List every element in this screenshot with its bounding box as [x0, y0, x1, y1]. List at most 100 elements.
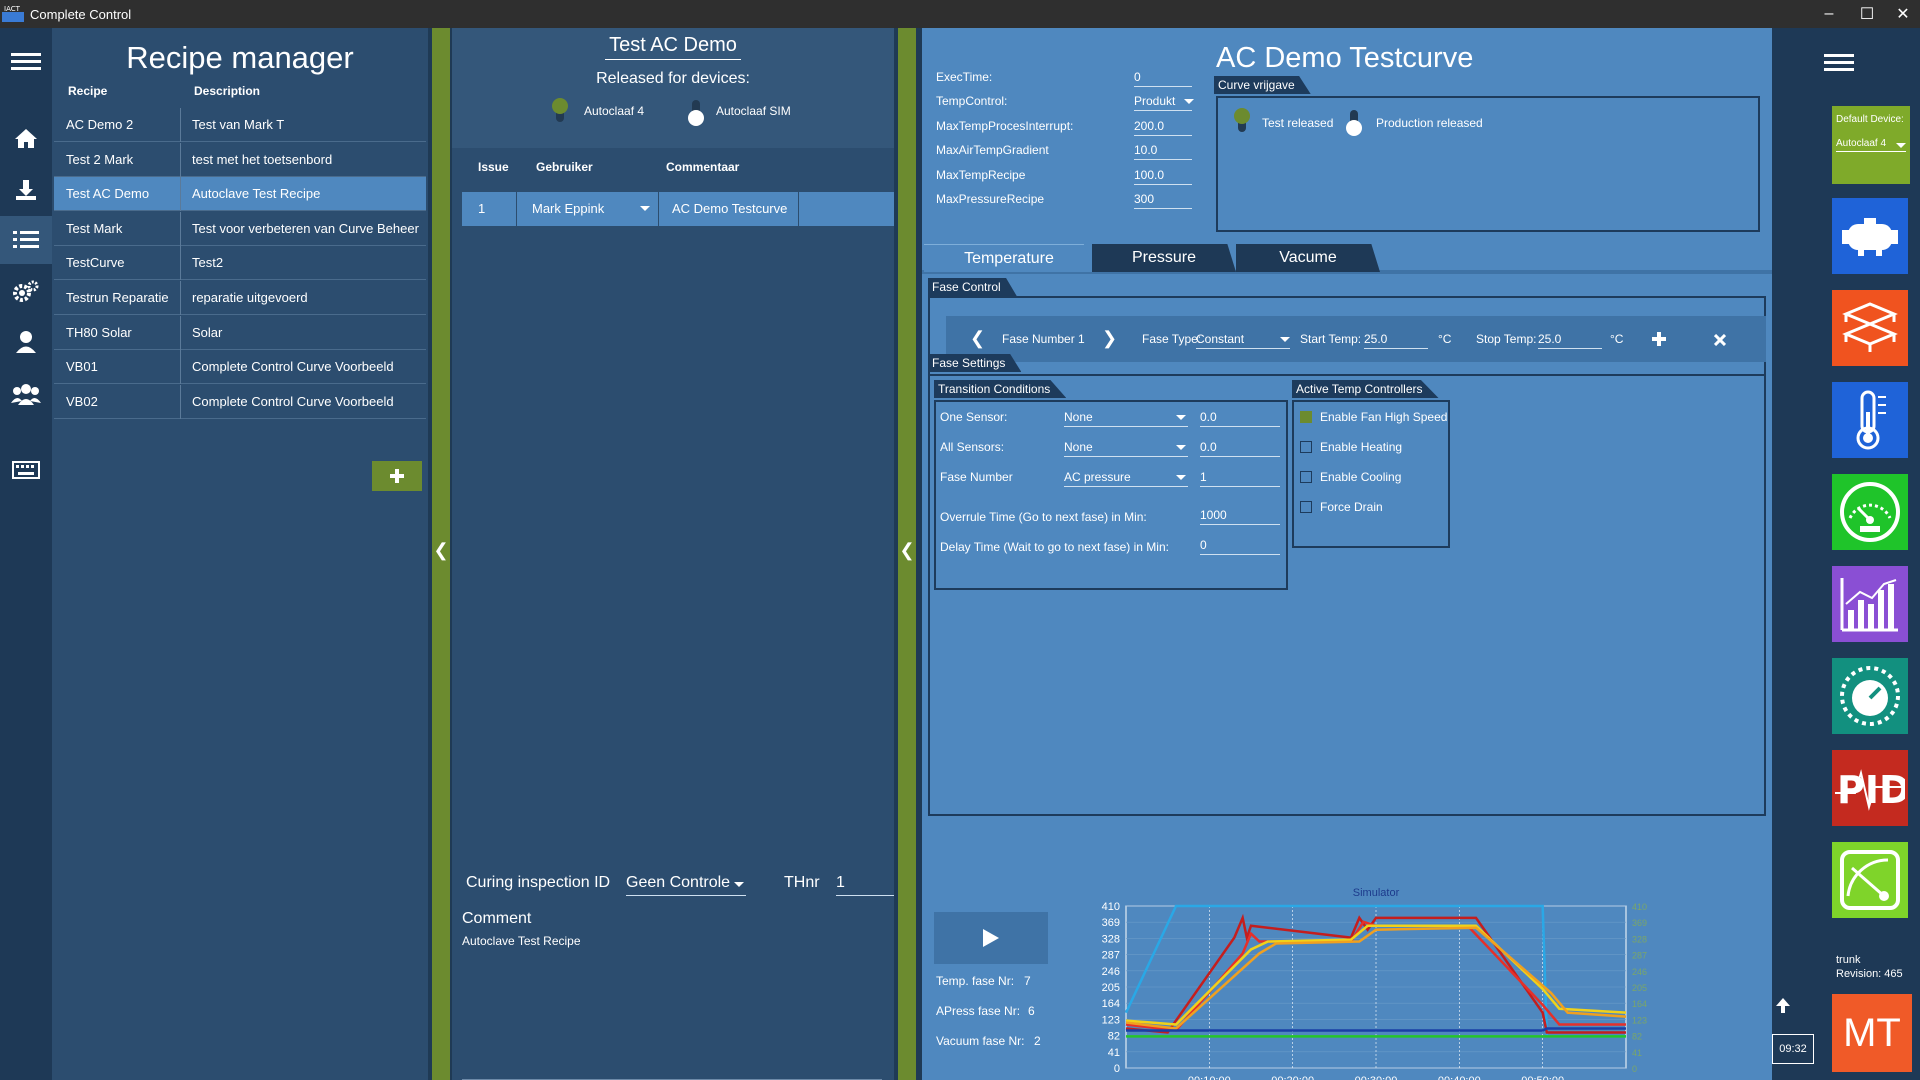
add-recipe-button[interactable]: [372, 461, 422, 491]
keyboard-icon[interactable]: [0, 446, 52, 494]
autoclave-tile[interactable]: [1832, 198, 1908, 274]
add-fase-icon[interactable]: [1652, 332, 1666, 351]
recipe-list-icon[interactable]: [0, 216, 52, 264]
minimize-button[interactable]: –: [1824, 5, 1834, 22]
fase-type-dropdown-arrow-icon[interactable]: [1280, 337, 1290, 342]
overrule-time-input[interactable]: 1000: [1200, 508, 1280, 525]
controller-dial-tile[interactable]: [1832, 658, 1908, 734]
description-column-header[interactable]: Description: [194, 84, 261, 98]
tab-temperature[interactable]: Temperature: [924, 244, 1094, 272]
users-group-icon[interactable]: [0, 370, 52, 418]
vacuum-fase-label: Vacuum fase Nr:: [936, 1034, 1025, 1048]
graph-tile[interactable]: [1832, 566, 1908, 642]
recipe-column-header[interactable]: Recipe: [68, 84, 108, 98]
curing-dropdown-arrow-icon[interactable]: [734, 882, 744, 887]
one-sensor-value-input[interactable]: 0.0: [1200, 410, 1280, 427]
next-fase-chevron-icon[interactable]: ❯: [1102, 328, 1118, 348]
test-released-toggle[interactable]: [1234, 108, 1250, 136]
device-autoclaaf4-toggle[interactable]: [552, 98, 568, 126]
recipe-row[interactable]: TestCurve Test2: [54, 246, 426, 281]
fase-type-select[interactable]: Constant: [1196, 332, 1290, 349]
recipe-row[interactable]: Test AC Demo Autoclave Test Recipe: [54, 177, 426, 212]
chevron-left-icon[interactable]: ❮: [899, 540, 915, 560]
gauge-meter-tile[interactable]: [1832, 842, 1908, 918]
dial-icon: [1840, 666, 1900, 726]
recipe-row[interactable]: TH80 Solar Solar: [54, 315, 426, 350]
close-button[interactable]: ✕: [1896, 6, 1910, 23]
right-hamburger-menu-icon[interactable]: [1824, 52, 1858, 74]
recipe-row[interactable]: Test 2 Mark test met het toetsenbord: [54, 142, 426, 177]
issue-row[interactable]: 1 Mark Eppink AC Demo Testcurve: [462, 192, 894, 226]
curve-release-label: Curve vrijgave: [1214, 76, 1311, 94]
comment-label: Comment: [462, 910, 532, 927]
prev-fase-chevron-icon[interactable]: ❮: [970, 328, 986, 348]
issue-user-select[interactable]: Mark Eppink: [532, 201, 605, 216]
user-icon[interactable]: [0, 318, 52, 366]
all-sensors-value-input[interactable]: 0.0: [1200, 440, 1280, 457]
build-label: trunk: [1836, 954, 1861, 966]
delete-fase-icon[interactable]: [1713, 333, 1727, 351]
issue-column-header[interactable]: Issue: [478, 160, 509, 174]
all-sensors-select[interactable]: None: [1064, 440, 1188, 457]
recipe-row[interactable]: Testrun Reparatie reparatie uitgevoerd: [54, 281, 426, 315]
arrow-up-icon[interactable]: [1774, 996, 1792, 1016]
default-device-tile[interactable]: Default Device: Autoclaaf 4: [1832, 106, 1910, 184]
one-sensor-select[interactable]: None: [1064, 410, 1188, 427]
recipe-row[interactable]: Test Mark Test voor verbeteren van Curve …: [54, 211, 426, 246]
controller-checkbox[interactable]: [1300, 441, 1312, 453]
fase-number-cond-select[interactable]: AC pressure: [1064, 470, 1188, 487]
default-device-dropdown-arrow-icon[interactable]: [1896, 143, 1906, 148]
fase-number-cond-input[interactable]: 1: [1200, 470, 1280, 487]
maximize-button[interactable]: ☐: [1859, 6, 1875, 23]
comment-column-header[interactable]: Commentaar: [666, 160, 740, 174]
controller-checkbox[interactable]: [1300, 501, 1312, 513]
download-icon[interactable]: [0, 166, 52, 214]
user-dropdown-arrow-icon[interactable]: [640, 206, 650, 211]
controller-checkbox[interactable]: [1300, 471, 1312, 483]
chart-series-line: [1126, 1027, 1626, 1032]
controller-checkbox[interactable]: [1300, 411, 1312, 423]
user-column-header[interactable]: Gebruiker: [536, 160, 593, 174]
active-temp-controllers-group: [1292, 400, 1450, 548]
collapse-recipe-bar[interactable]: ❮: [432, 28, 450, 1080]
device-autoclaafsim-toggle[interactable]: [688, 98, 704, 126]
param-value-input[interactable]: Produkt: [1134, 94, 1192, 112]
collapse-detail-bar[interactable]: ❮: [898, 28, 916, 1080]
chart-y-tick-label: 123: [1102, 1014, 1120, 1026]
home-icon[interactable]: [0, 114, 52, 162]
fase-number-dropdown-arrow-icon[interactable]: [1176, 475, 1186, 480]
tempcontrol-dropdown-arrow-icon[interactable]: [1184, 99, 1194, 105]
one-sensor-dropdown-arrow-icon[interactable]: [1176, 415, 1186, 420]
recipe-row[interactable]: AC Demo 2 Test van Mark T: [54, 108, 426, 142]
tab-vacume[interactable]: Vacume: [1236, 244, 1380, 272]
chart-y2-tick-label: 287: [1632, 951, 1647, 961]
recipe-detail-header: Test AC Demo Released for devices: Autoc…: [452, 28, 894, 148]
curing-inspection-select[interactable]: Geen Controle: [626, 874, 746, 896]
param-value-input[interactable]: 200.0: [1134, 119, 1192, 136]
hamburger-menu-icon[interactable]: [0, 38, 52, 86]
delay-time-input[interactable]: 0: [1200, 538, 1280, 555]
recipe-row[interactable]: VB01 Complete Control Curve Voorbeeld: [54, 350, 426, 385]
all-sensors-dropdown-arrow-icon[interactable]: [1176, 445, 1186, 450]
pid-tile[interactable]: PID: [1832, 750, 1908, 826]
settings-gears-icon[interactable]: [0, 268, 52, 316]
press-tile[interactable]: [1832, 290, 1908, 366]
play-simulation-button[interactable]: [934, 912, 1048, 964]
temperature-tile[interactable]: [1832, 382, 1908, 458]
issue-comment: AC Demo Testcurve: [672, 201, 788, 216]
param-value-input[interactable]: 300: [1134, 192, 1192, 209]
param-value-input[interactable]: 0: [1134, 70, 1192, 87]
recipe-row[interactable]: VB02 Complete Control Curve Voorbeeld: [54, 384, 426, 419]
start-temp-input[interactable]: 25.0: [1364, 332, 1428, 349]
stop-temp-input[interactable]: 25.0: [1538, 332, 1602, 349]
param-value-input[interactable]: 10.0: [1134, 143, 1192, 161]
tab-pressure[interactable]: Pressure: [1092, 244, 1236, 272]
chevron-left-icon[interactable]: ❮: [433, 540, 449, 560]
chart-y2-tick-label: 41: [1632, 1048, 1642, 1058]
production-released-toggle[interactable]: [1346, 108, 1362, 136]
pressure-gauge-tile[interactable]: [1832, 474, 1908, 550]
comment-textarea[interactable]: Autoclave Test Recipe: [462, 934, 882, 1080]
thnr-input[interactable]: 1: [836, 874, 894, 896]
default-device-select[interactable]: Autoclaaf 4: [1836, 138, 1906, 152]
param-value-input[interactable]: 100.0: [1134, 168, 1192, 185]
